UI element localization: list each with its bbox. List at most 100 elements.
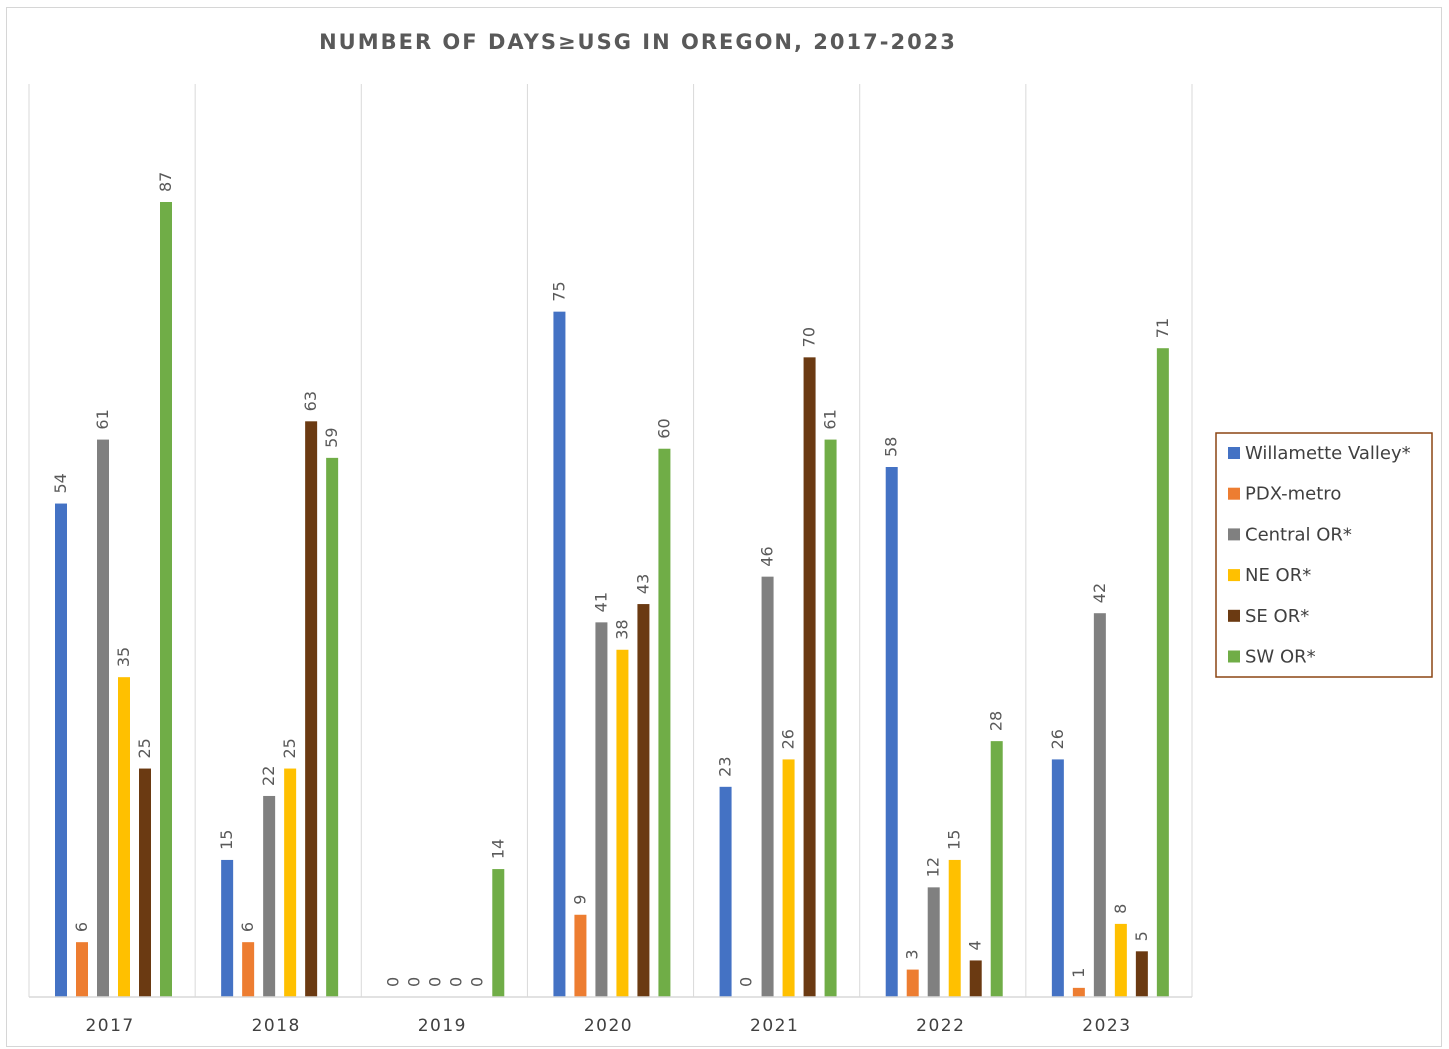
data-label: 42 — [1090, 583, 1109, 603]
data-label: 6 — [72, 922, 91, 932]
bar — [574, 914, 587, 997]
data-label: 28 — [987, 711, 1006, 731]
x-tick-label: 2023 — [1082, 1016, 1131, 1036]
legend-swatch — [1228, 487, 1240, 500]
data-label: 0 — [737, 977, 756, 987]
bar — [1072, 987, 1085, 997]
bar — [969, 960, 982, 997]
legend-swatch — [1228, 447, 1240, 459]
data-label: 41 — [591, 592, 610, 612]
data-label: 35 — [114, 647, 133, 667]
bar — [948, 859, 961, 997]
bar — [1156, 348, 1169, 997]
bar — [492, 869, 505, 997]
legend-swatch — [1228, 609, 1240, 622]
legend: Willamette Valley* PDX-metro Central OR* NE… — [1215, 432, 1433, 678]
data-label: 75 — [549, 281, 568, 301]
data-label: 61 — [93, 409, 112, 429]
data-label: 15 — [217, 830, 236, 850]
legend-swatch — [1228, 528, 1240, 541]
legend-swatch — [1228, 650, 1240, 663]
legend-item: SE OR* — [1228, 606, 1309, 627]
data-label: 1 — [1069, 968, 1088, 978]
bar — [139, 768, 151, 997]
bar — [160, 202, 172, 997]
chart-title: NUMBER OF DAYS≥USG IN OREGON, 2017-2023 — [319, 30, 957, 54]
bar — [824, 439, 837, 998]
data-label: 26 — [1048, 729, 1067, 749]
data-label: 46 — [758, 546, 777, 566]
bar — [906, 969, 919, 997]
legend-item: SW OR* — [1228, 647, 1316, 668]
data-label: 70 — [800, 327, 819, 347]
x-tick-label: 2017 — [85, 1016, 134, 1036]
bar — [637, 604, 650, 997]
data-label: 54 — [51, 473, 70, 493]
data-label: 4 — [966, 940, 985, 950]
legend-swatch — [1228, 569, 1240, 582]
data-label: 12 — [924, 857, 943, 877]
legend-item: PDX-metro — [1228, 484, 1341, 505]
data-label: 0 — [383, 977, 402, 987]
bar — [76, 942, 88, 997]
bar — [761, 576, 774, 997]
data-label: 25 — [280, 738, 299, 758]
data-label: 22 — [259, 766, 278, 786]
data-label: 58 — [882, 437, 901, 457]
bar — [782, 759, 795, 997]
legend-label: PDX-metro — [1245, 484, 1341, 505]
data-label: 25 — [135, 738, 154, 758]
bar — [263, 795, 276, 997]
x-tick-label: 2018 — [252, 1016, 301, 1036]
legend-item: NE OR* — [1228, 565, 1311, 586]
data-label: 3 — [903, 949, 922, 959]
legend-label: NE OR* — [1245, 565, 1311, 586]
x-tick-label: 2019 — [418, 1016, 467, 1036]
data-label: 9 — [570, 895, 589, 905]
bar — [885, 467, 898, 997]
bar — [221, 859, 234, 997]
data-label: 60 — [654, 418, 673, 438]
bar — [1093, 613, 1106, 997]
data-label: 5 — [1132, 931, 1151, 941]
legend-item: Central OR* — [1228, 524, 1352, 545]
bar — [1135, 951, 1148, 997]
bars — [55, 202, 1169, 998]
legend-items: Willamette Valley* PDX-metro Central OR* NE… — [1228, 443, 1411, 668]
data-label: 38 — [612, 619, 631, 639]
legend-label: SE OR* — [1245, 606, 1309, 627]
bar — [553, 311, 566, 998]
data-label: 14 — [488, 839, 507, 859]
data-label: 43 — [633, 574, 652, 594]
data-label: 87 — [156, 172, 175, 192]
legend-box — [1215, 432, 1433, 678]
bar — [284, 768, 297, 997]
legend-item: Willamette Valley* — [1228, 443, 1411, 464]
bar — [305, 421, 318, 998]
data-label: 71 — [1153, 318, 1172, 338]
bar — [55, 503, 67, 997]
legend-label: Central OR* — [1245, 524, 1352, 545]
data-label: 0 — [467, 977, 486, 987]
bar — [118, 677, 130, 997]
bar — [927, 887, 940, 997]
bar — [803, 357, 816, 997]
data-label: 0 — [446, 977, 465, 987]
category-gridlines — [28, 84, 1193, 997]
bar — [616, 649, 629, 997]
bar — [1051, 759, 1064, 997]
legend-label: Willamette Valley* — [1245, 443, 1411, 464]
data-label: 59 — [322, 428, 341, 448]
data-label: 63 — [301, 391, 320, 411]
bar — [1114, 923, 1127, 997]
data-label: 0 — [425, 977, 444, 987]
bar — [719, 786, 732, 997]
data-label: 8 — [1111, 904, 1130, 914]
bar — [97, 439, 109, 998]
x-tick-label: 2020 — [584, 1016, 633, 1036]
data-label: 15 — [945, 830, 964, 850]
bar — [595, 622, 608, 997]
data-label: 23 — [716, 756, 735, 776]
data-label: 61 — [821, 409, 840, 429]
